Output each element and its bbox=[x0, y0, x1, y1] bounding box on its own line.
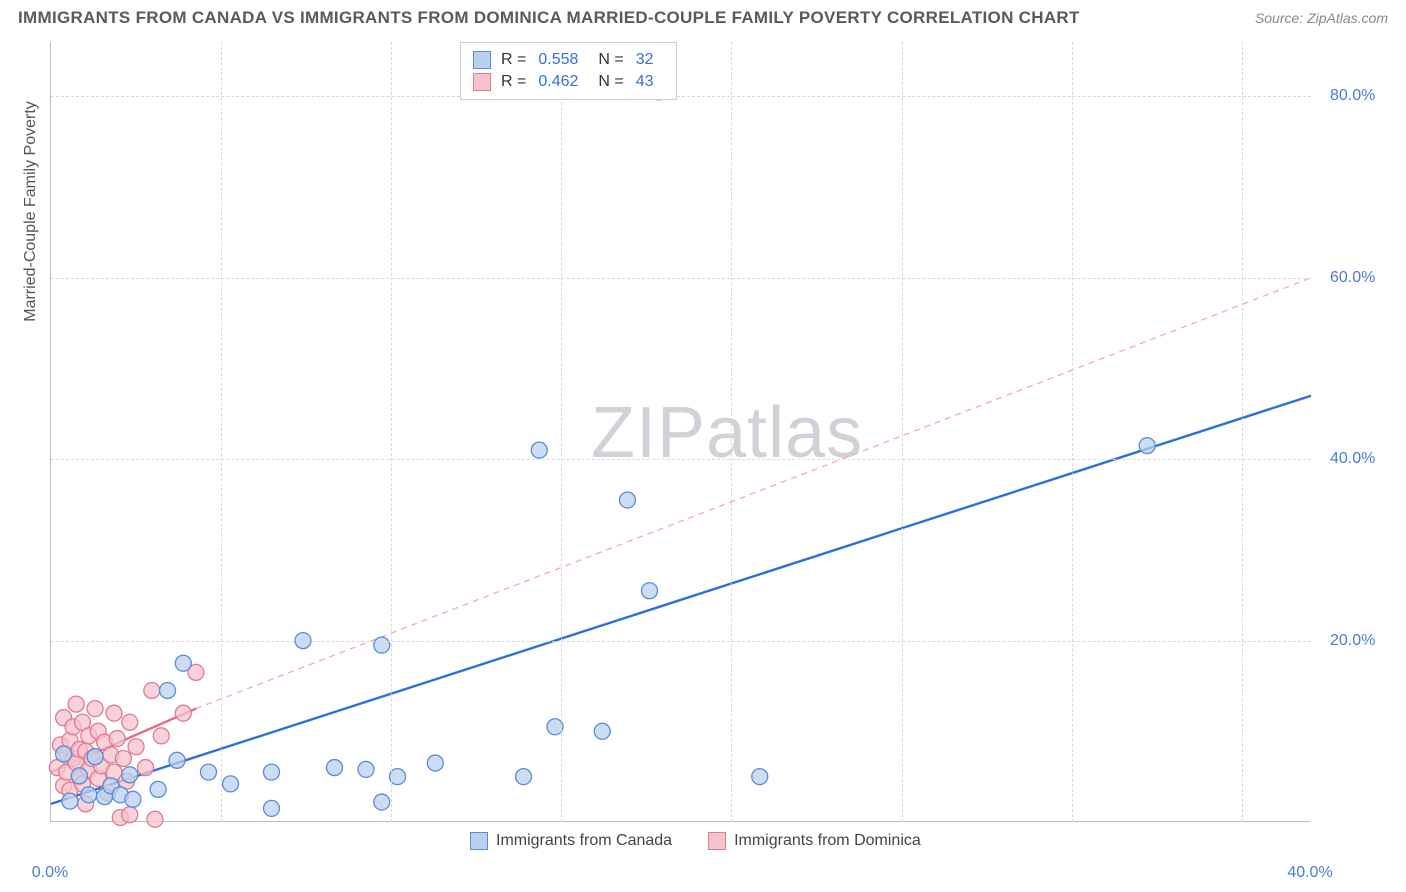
y-tick-label: 60.0% bbox=[1330, 269, 1375, 287]
plot-region: ZIPatlas bbox=[50, 42, 1310, 822]
swatch-canada bbox=[473, 51, 491, 69]
series-legend: Immigrants from Canada Immigrants from D… bbox=[470, 832, 921, 850]
r-value-dominica: 0.462 bbox=[538, 73, 578, 91]
legend-row-dominica: R = 0.462 N = 43 bbox=[473, 71, 664, 93]
legend-item-dominica: Immigrants from Dominica bbox=[708, 832, 921, 850]
r-value-canada: 0.558 bbox=[538, 51, 578, 69]
n-value-canada: 32 bbox=[636, 51, 654, 69]
y-tick-label: 40.0% bbox=[1330, 450, 1375, 468]
y-axis-label: Married-Couple Family Poverty bbox=[22, 101, 40, 322]
n-label: N = bbox=[598, 51, 623, 69]
swatch-dominica bbox=[473, 73, 491, 91]
chart-title: IMMIGRANTS FROM CANADA VS IMMIGRANTS FRO… bbox=[18, 8, 1080, 28]
legend-label-dominica: Immigrants from Dominica bbox=[734, 832, 921, 850]
legend-label-canada: Immigrants from Canada bbox=[496, 832, 672, 850]
x-tick-label: 40.0% bbox=[1287, 864, 1332, 882]
swatch-canada bbox=[470, 832, 488, 850]
n-value-dominica: 43 bbox=[636, 73, 654, 91]
correlation-legend: R = 0.558 N = 32 R = 0.462 N = 43 bbox=[460, 42, 677, 100]
swatch-dominica bbox=[708, 832, 726, 850]
n-label: N = bbox=[598, 73, 623, 91]
r-label: R = bbox=[501, 51, 526, 69]
scatter-svg bbox=[51, 42, 1311, 822]
source-attribution: Source: ZipAtlas.com bbox=[1255, 10, 1388, 26]
y-tick-label: 20.0% bbox=[1330, 632, 1375, 650]
y-tick-label: 80.0% bbox=[1330, 87, 1375, 105]
legend-item-canada: Immigrants from Canada bbox=[470, 832, 672, 850]
chart-container: Married-Couple Family Poverty ZIPatlas R… bbox=[50, 42, 1390, 842]
legend-row-canada: R = 0.558 N = 32 bbox=[473, 49, 664, 71]
r-label: R = bbox=[501, 73, 526, 91]
x-tick-label: 0.0% bbox=[32, 864, 68, 882]
